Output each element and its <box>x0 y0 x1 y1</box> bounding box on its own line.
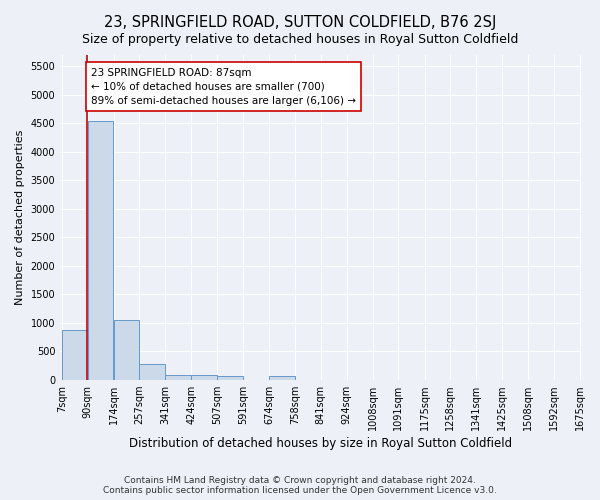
Bar <box>139 364 165 380</box>
Bar <box>191 376 217 380</box>
Bar <box>113 320 139 380</box>
Text: 23, SPRINGFIELD ROAD, SUTTON COLDFIELD, B76 2SJ: 23, SPRINGFIELD ROAD, SUTTON COLDFIELD, … <box>104 15 496 30</box>
Bar <box>269 376 295 380</box>
Text: 23 SPRINGFIELD ROAD: 87sqm
← 10% of detached houses are smaller (700)
89% of sem: 23 SPRINGFIELD ROAD: 87sqm ← 10% of deta… <box>91 68 356 106</box>
Text: Contains HM Land Registry data © Crown copyright and database right 2024.
Contai: Contains HM Land Registry data © Crown c… <box>103 476 497 495</box>
Bar <box>88 121 113 380</box>
Bar <box>62 330 88 380</box>
Bar <box>217 376 243 380</box>
Text: Size of property relative to detached houses in Royal Sutton Coldfield: Size of property relative to detached ho… <box>82 32 518 46</box>
Bar <box>166 376 191 380</box>
X-axis label: Distribution of detached houses by size in Royal Sutton Coldfield: Distribution of detached houses by size … <box>129 437 512 450</box>
Y-axis label: Number of detached properties: Number of detached properties <box>15 130 25 305</box>
